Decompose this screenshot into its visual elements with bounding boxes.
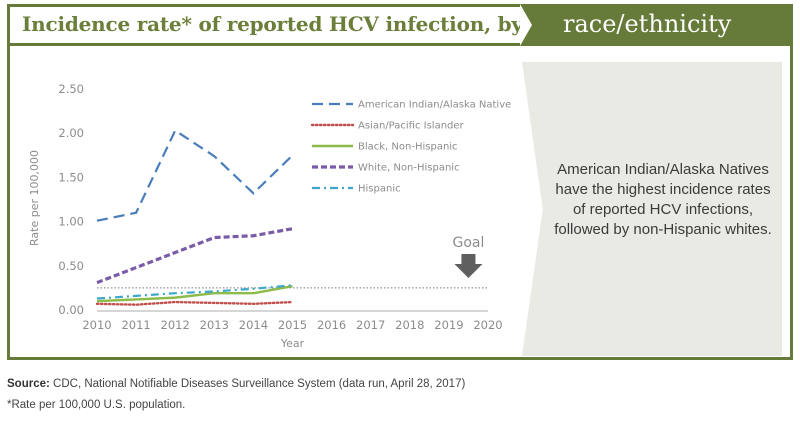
x-tick-label: 2018 (395, 318, 424, 332)
x-axis-ticks: 2010 2011 2012 2013 2014 2015 2016 2017 2018 2019… (82, 318, 502, 332)
y-tick-label: 0.50 (58, 259, 84, 273)
legend-label: American Indian/Alaska Native (358, 100, 511, 111)
x-axis-label: Year (280, 337, 305, 350)
header-left-panel (7, 4, 527, 46)
y-tick-label: 0.00 (58, 303, 84, 317)
x-tick-label: 2012 (161, 318, 190, 332)
x-tick-label: 2020 (473, 318, 502, 332)
chart-title: Incidence rate* of reported HCV infectio… (22, 12, 523, 36)
legend-label: Black, Non-Hispanic (358, 142, 458, 153)
x-tick-label: 2015 (278, 318, 307, 332)
source-line: Source: CDC, National Notifiable Disease… (7, 378, 465, 390)
source-text: CDC, National Notifiable Diseases Survei… (49, 378, 466, 390)
callout-panel (522, 62, 782, 356)
footnote: *Rate per 100,000 U.S. population. (7, 399, 186, 411)
source-label: Source: (7, 378, 50, 390)
series-line-hispanic (96, 284, 293, 300)
legend: American Indian/Alaska Native Asian/Pacif… (310, 100, 511, 195)
x-tick-label: 2016 (317, 318, 346, 332)
chart-title-highlight: race/ethnicity (563, 10, 732, 38)
legend-label: White, Non-Hispanic (358, 163, 460, 174)
series-line-white-non-hispanic (96, 227, 293, 285)
series-line-black-non-hispanic (96, 284, 293, 303)
y-axis-ticks: 0.00 0.50 1.00 1.50 2.00 2.50 (58, 82, 84, 317)
legend-label: Hispanic (358, 184, 401, 195)
x-tick-label: 2010 (82, 318, 111, 332)
series-lines (95, 128, 294, 306)
chart-frame (7, 4, 793, 360)
goal-arrow-icon (454, 254, 483, 278)
y-tick-label: 2.00 (58, 126, 84, 140)
y-tick-label: 1.00 (58, 215, 84, 229)
y-tick-label: 1.50 (58, 170, 84, 184)
x-tick-label: 2011 (121, 318, 150, 332)
y-axis-label: Rate per 100,000 (28, 150, 41, 246)
series-line-american-indian-alaska-native (96, 128, 294, 222)
callout-text: American Indian/Alaska Natives have the … (554, 161, 772, 238)
series-line-asian-pacific-islander (95, 300, 294, 306)
legend-label: Asian/Pacific Islander (358, 121, 465, 132)
x-tick-label: 2014 (239, 318, 268, 332)
goal-label: Goal (453, 235, 485, 251)
x-tick-label: 2019 (434, 318, 463, 332)
y-tick-label: 2.50 (58, 82, 84, 96)
header-notch-shape (520, 4, 532, 46)
header-right-panel (520, 4, 793, 46)
x-tick-label: 2017 (356, 318, 385, 332)
x-tick-label: 2013 (200, 318, 229, 332)
